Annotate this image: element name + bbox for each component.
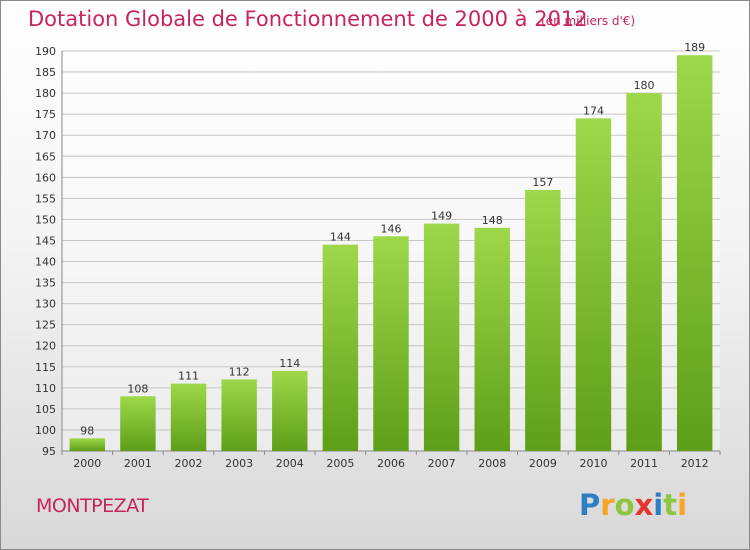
x-tick-label: 2012 (681, 457, 709, 470)
y-tick-label: 155 (35, 192, 56, 205)
bar-value-label: 174 (583, 104, 604, 117)
bar-value-label: 144 (330, 231, 351, 244)
bar (272, 371, 308, 451)
y-tick-label: 160 (35, 171, 56, 184)
logo-letter: i (677, 488, 688, 522)
bar (676, 55, 713, 452)
bar-value-label: 98 (80, 424, 94, 437)
bar-value-label: 146 (381, 222, 402, 235)
x-tick-label: 2011 (630, 457, 658, 470)
x-tick-label: 2004 (276, 457, 304, 470)
commune-name: MONTPEZAT (36, 495, 149, 517)
bar (626, 93, 662, 452)
proxiti-logo: Proxiti (579, 488, 687, 522)
y-tick-label: 145 (35, 234, 56, 247)
bar-value-label: 157 (532, 176, 553, 189)
y-tick-label: 95 (42, 445, 56, 458)
logo-letter: i (653, 488, 664, 522)
x-tick-label: 2001 (124, 457, 152, 470)
x-tick-label: 2005 (326, 457, 354, 470)
bar (525, 189, 561, 451)
y-tick-label: 135 (35, 277, 56, 290)
logo-letter: P (579, 488, 601, 522)
bar (423, 223, 460, 451)
bar (373, 236, 409, 451)
bar (322, 244, 359, 451)
bar (221, 379, 257, 451)
bar-value-label: 114 (279, 357, 300, 370)
y-tick-label: 150 (35, 213, 56, 226)
bar-value-label: 111 (178, 370, 199, 383)
y-tick-label: 165 (35, 150, 56, 163)
y-tick-label: 130 (35, 298, 56, 311)
x-tick-label: 2007 (428, 457, 456, 470)
y-tick-label: 140 (35, 256, 56, 269)
y-tick-label: 110 (35, 382, 56, 395)
bar-value-label: 180 (634, 79, 655, 92)
y-tick-label: 175 (35, 108, 56, 121)
y-tick-label: 170 (35, 129, 56, 142)
bar-value-label: 108 (127, 382, 148, 395)
bar-value-label: 189 (684, 41, 705, 54)
x-tick-label: 2006 (377, 457, 405, 470)
y-tick-label: 100 (35, 424, 56, 437)
x-tick-label: 2010 (579, 457, 607, 470)
bar (120, 396, 156, 451)
logo-letter: r (600, 488, 615, 522)
y-tick-label: 180 (35, 87, 56, 100)
chart-unit: (en milliers d'€) (541, 14, 636, 28)
bar-value-label: 112 (229, 365, 250, 378)
y-tick-label: 115 (35, 361, 56, 374)
x-tick-label: 2008 (478, 457, 506, 470)
x-tick-label: 2000 (73, 457, 101, 470)
bar-value-label: 149 (431, 210, 452, 223)
logo-letter: x (634, 488, 654, 522)
logo-letter: t (663, 488, 678, 522)
bar-value-label: 148 (482, 214, 503, 227)
y-tick-label: 185 (35, 66, 56, 79)
y-tick-label: 190 (35, 45, 56, 58)
logo-letter: o (614, 488, 635, 522)
bar (575, 118, 612, 452)
bar (474, 227, 510, 451)
y-tick-label: 120 (35, 340, 56, 353)
x-tick-label: 2009 (529, 457, 557, 470)
y-tick-label: 125 (35, 319, 56, 332)
x-tick-label: 2002 (175, 457, 203, 470)
y-tick-label: 105 (35, 403, 56, 416)
chart-title: Dotation Globale de Fonctionnement de 20… (28, 7, 588, 31)
bar (170, 383, 207, 451)
bar (69, 438, 106, 451)
x-tick-label: 2003 (225, 457, 253, 470)
